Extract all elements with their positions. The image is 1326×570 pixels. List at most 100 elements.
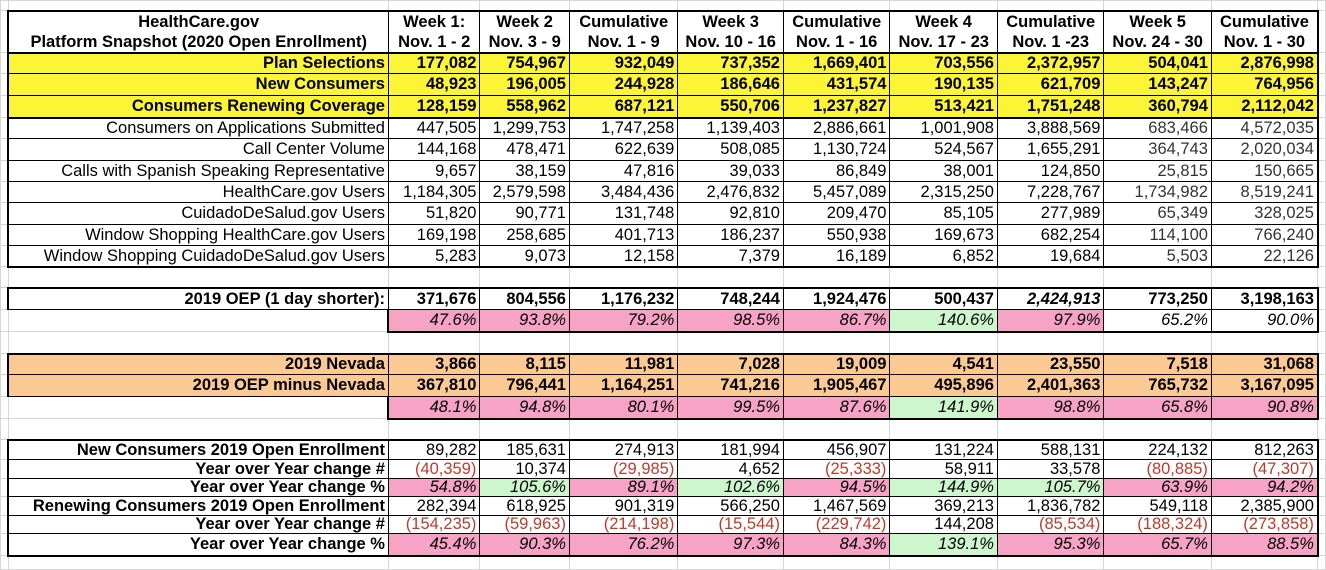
- header-line1: Cumulative: [579, 12, 669, 31]
- value-cell: 1,751,248: [996, 95, 1105, 119]
- row-label: Renewing Consumers 2019 Open Enrollment: [7, 496, 389, 516]
- value-cell: 23,550: [996, 352, 1105, 375]
- value-cell: 90,771: [479, 202, 570, 225]
- empty-cell: [996, 266, 1105, 288]
- value-cell: 773,250: [1103, 286, 1212, 310]
- empty-cell: [1317, 0, 1326, 11]
- empty-cell: [1317, 117, 1326, 139]
- empty-cell: [0, 496, 9, 516]
- value-cell: (40,359): [387, 459, 481, 479]
- empty-cell: [479, 331, 570, 354]
- header-line2: Nov. 3 - 9: [488, 32, 561, 51]
- empty-cell: [677, 555, 784, 570]
- percent-cell: 93.8%: [479, 309, 570, 333]
- empty-cell: [1317, 224, 1326, 246]
- empty-cell: [0, 0, 9, 11]
- column-header: Cumulative Nov. 1 -23: [996, 9, 1105, 54]
- empty-cell: [1317, 459, 1326, 479]
- percent-cell: 65.8%: [1103, 396, 1212, 420]
- value-cell: 22,126: [1210, 245, 1319, 268]
- percent-cell: 98.8%: [996, 396, 1105, 420]
- empty-cell: [1317, 418, 1326, 440]
- value-cell: 558,962: [479, 95, 570, 119]
- empty-cell: [0, 309, 9, 332]
- value-cell: 48,923: [387, 73, 481, 96]
- empty-cell: [387, 418, 481, 440]
- empty-cell: [0, 245, 9, 267]
- value-cell: 38,001: [889, 160, 998, 182]
- empty-cell: [0, 396, 9, 419]
- empty-cell: [568, 418, 679, 440]
- value-cell: 6,852: [889, 245, 998, 268]
- percent-cell: 97.9%: [996, 309, 1105, 333]
- empty-cell: [479, 266, 570, 288]
- empty-cell: [568, 555, 679, 570]
- empty-cell: [1210, 331, 1319, 354]
- value-cell: 185,631: [479, 438, 570, 460]
- value-cell: 4,541: [889, 352, 998, 375]
- value-cell: 328,025: [1210, 202, 1319, 225]
- percent-cell: 97.3%: [677, 533, 784, 557]
- empty-cell: [1317, 73, 1326, 96]
- percent-cell: 98.5%: [677, 309, 784, 333]
- header-line1: Week 5: [1129, 12, 1186, 31]
- column-header: Cumulative Nov. 1 - 9: [568, 9, 679, 54]
- value-cell: 19,684: [996, 245, 1105, 268]
- empty-cell: [0, 224, 9, 246]
- value-cell: 621,709: [996, 73, 1105, 96]
- value-cell: 128,159: [387, 95, 481, 119]
- empty-cell: [0, 374, 9, 397]
- empty-cell: [1103, 555, 1212, 570]
- value-cell: 588,131: [996, 438, 1105, 460]
- empty-cell: [782, 331, 891, 354]
- value-cell: 244,928: [568, 73, 679, 96]
- value-cell: 550,938: [782, 224, 891, 246]
- row-label: Consumers on Applications Submitted: [7, 117, 389, 139]
- value-cell: 5,283: [387, 245, 481, 268]
- value-cell: 371,676: [387, 286, 481, 310]
- header-line2: Nov. 1 - 30: [1223, 32, 1306, 51]
- value-cell: 38,159: [479, 160, 570, 182]
- header-line1: HealthCare.gov: [138, 12, 260, 31]
- empty-cell: [0, 202, 9, 225]
- table-row: Consumers Renewing Coverage 128,159 558,96…: [0, 95, 1326, 119]
- empty-cell: [1317, 353, 1326, 375]
- empty-cell: [7, 309, 389, 332]
- table-row: Year over Year change # (154,235) (59,963)…: [0, 515, 1326, 534]
- value-cell: 150,665: [1210, 160, 1319, 182]
- value-cell: 3,484,436: [568, 181, 679, 203]
- value-cell: 190,135: [889, 73, 998, 96]
- empty-cell: [1317, 331, 1326, 354]
- table-row: CuidadoDeSalud.gov Users 51,820 90,771 131,…: [0, 202, 1326, 225]
- value-cell: 500,437: [889, 286, 998, 310]
- row-label: Consumers Renewing Coverage: [7, 95, 389, 119]
- value-cell: 1,836,782: [996, 496, 1105, 516]
- value-cell: 401,713: [568, 224, 679, 246]
- empty-cell: [0, 418, 9, 440]
- value-cell: 364,743: [1103, 138, 1212, 161]
- value-cell: 169,673: [889, 224, 998, 246]
- row-label: Plan Selections: [7, 52, 389, 74]
- table-row: Year over Year change % 45.4% 90.3% 76.2% 97…: [0, 533, 1326, 557]
- header-line1: Cumulative: [1219, 12, 1309, 31]
- value-cell: 31,068: [1210, 352, 1319, 375]
- value-cell: 1,467,569: [782, 496, 891, 516]
- row-label: 2019 OEP (1 day shorter):: [7, 286, 389, 310]
- value-cell: 186,646: [677, 73, 784, 96]
- empty-cell: [0, 95, 9, 118]
- value-cell: 3,167,095: [1210, 374, 1319, 397]
- empty-cell: [387, 266, 481, 288]
- value-cell: 131,748: [568, 202, 679, 225]
- percent-cell: 86.7%: [782, 309, 891, 333]
- row-label: HealthCare.gov Users: [7, 181, 389, 203]
- row-label: Window Shopping CuidadoDeSalud.gov Users: [7, 245, 389, 268]
- value-cell: 3,866: [387, 352, 481, 375]
- value-cell: 2,372,957: [996, 52, 1105, 74]
- header-line2: Nov. 1 - 2: [398, 32, 471, 51]
- value-cell: 703,556: [889, 52, 998, 74]
- value-cell: 5,503: [1103, 245, 1212, 268]
- empty-cell: [568, 0, 679, 11]
- value-cell: 360,794: [1103, 95, 1212, 119]
- value-cell: 1,669,401: [782, 52, 891, 74]
